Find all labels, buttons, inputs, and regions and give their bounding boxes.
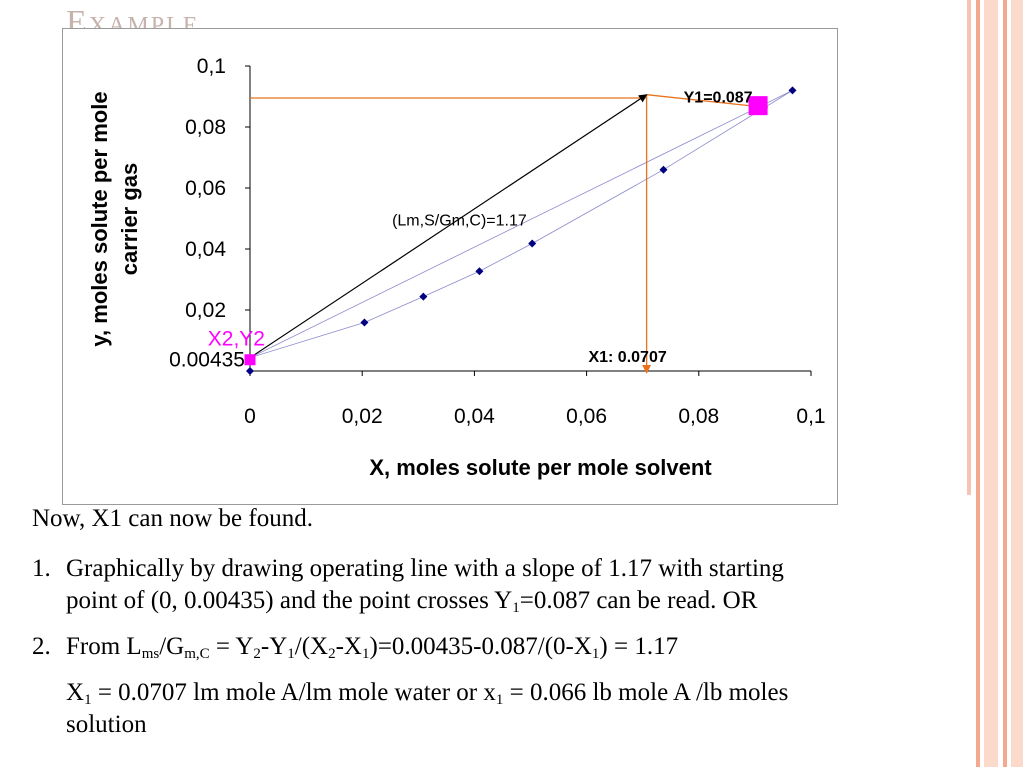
y-tick-label: 0,1: [197, 55, 226, 78]
x-axis-title: X, moles solute per mole solvent: [369, 455, 712, 480]
y-tick-label: 0,06: [185, 177, 226, 200]
chart-lines: [249, 90, 793, 374]
equilibrium-point: [475, 267, 484, 276]
y-axis-title-line: carrier gas: [117, 163, 142, 276]
operating-line-arrow: [249, 94, 648, 359]
equation: From Lms/Gm,C = Y2-Y1/(X2-X1)=0.00435-0.…: [66, 633, 679, 662]
x-tick-label: 0,1: [796, 405, 825, 428]
result-text-cont: solution: [66, 711, 147, 738]
y-axis-title: y, moles solute per mole carrier gas: [87, 91, 142, 346]
y-tick-label: 0,04: [185, 238, 226, 261]
item1-text-end: =0.087 can be read. OR: [519, 587, 758, 614]
equilibrium-point: [246, 367, 254, 375]
x-tick-label: 0: [244, 405, 256, 428]
slope-annotation: (Lm,S/Gm,C)=1.17: [392, 212, 527, 229]
x2y2-annotation: X2,Y2: [208, 328, 265, 351]
list-item-2: 2. From Lms/Gm,C = Y2-Y1/(X2-X1)=0.00435-…: [32, 631, 972, 663]
endpoint-marker: [244, 354, 256, 366]
slide-body: Now, X1 can now be found. 1. Graphically …: [32, 503, 972, 741]
y-tick-label: 0,08: [185, 116, 226, 139]
chart-marks: [244, 86, 797, 375]
y1-reference-extension: [646, 94, 769, 109]
equilibrium-point: [659, 165, 668, 174]
list-item-1: 1. Graphically by drawing operating line …: [32, 553, 972, 617]
endpoint-marker: [748, 96, 768, 116]
axes: [245, 65, 812, 376]
y-origin-label: 0.00435: [169, 349, 245, 372]
decorative-stripes: [967, 0, 1023, 767]
y-axis-title-line: y, moles solute per mole: [87, 91, 112, 346]
item1-line-a: Graphically by drawing operating line wi…: [66, 555, 784, 582]
result-text: X1 = 0.0707 lm mole A/lm mole water or x…: [32, 677, 972, 741]
chart-frame: 0,02 0,04 0,06 0,08 0,1 0.00435 0 0,02 0,04 0,06 0…: [62, 28, 838, 505]
subscript: 1: [512, 600, 520, 616]
x-tick-label: 0,02: [342, 405, 383, 428]
equilibrium-point: [788, 86, 797, 95]
chart-labels: 0,02 0,04 0,06 0,08 0,1 0.00435 0 0,02 0,04 0,06 0…: [87, 55, 826, 480]
equilibrium-point: [528, 239, 537, 248]
y1-annotation: Y1=0.087: [684, 90, 753, 107]
y-tick-label: 0,02: [185, 299, 226, 322]
item1-text: point of (0, 0.00435) and the point cros…: [66, 587, 513, 614]
equilibrium-point: [419, 292, 428, 301]
equilibrium-point: [360, 318, 369, 327]
x-tick-label: 0,04: [454, 405, 495, 428]
chart: 0,02 0,04 0,06 0,08 0,1 0.00435 0 0,02 0,04 0,06 0…: [87, 55, 826, 480]
connector-line: [249, 90, 793, 359]
x1-annotation: X1: 0.0707: [588, 349, 666, 366]
x-tick-label: 0,08: [678, 405, 719, 428]
list-number: 1.: [32, 555, 51, 582]
intro-text: Now, X1 can now be found.: [32, 505, 313, 532]
x-tick-label: 0,06: [566, 405, 607, 428]
list-number: 2.: [32, 633, 51, 660]
